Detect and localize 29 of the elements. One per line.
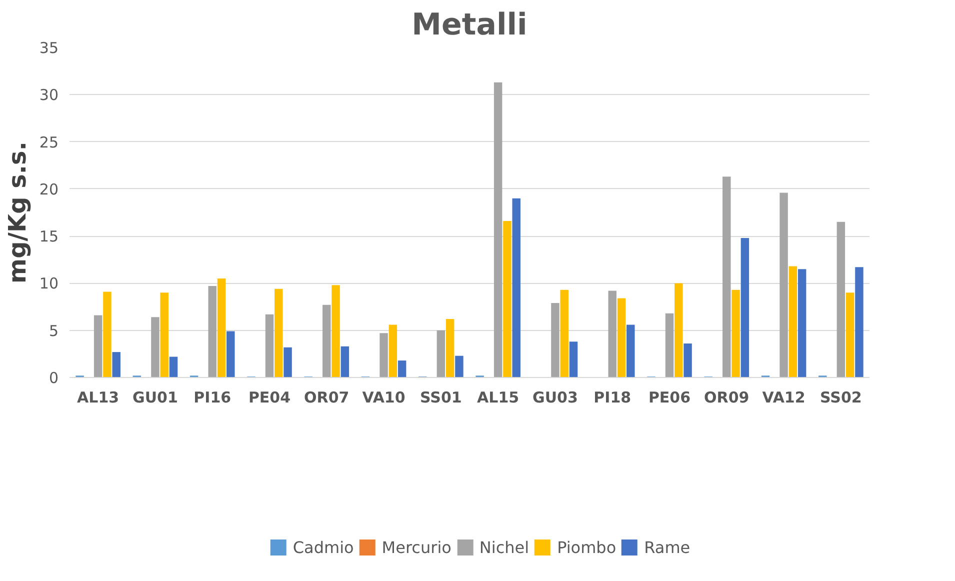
legend-label: Rame <box>644 538 690 557</box>
x-tick-label: VA12 <box>762 388 806 406</box>
x-tick-label: PI18 <box>594 388 632 406</box>
y-axis-title: mg/Kg s.s. <box>3 142 32 284</box>
x-tick-label: SS01 <box>420 388 462 406</box>
y-tick-label: 30 <box>39 86 59 104</box>
x-tick-label: PI16 <box>194 388 232 406</box>
legend-label: Piombo <box>557 538 616 557</box>
y-tick-label: 0 <box>48 369 59 387</box>
x-tick-label: OR07 <box>304 388 350 406</box>
y-tick-label: 10 <box>39 274 59 293</box>
chart-title: Metalli <box>412 8 528 42</box>
y-tick-label: 35 <box>39 39 59 57</box>
legend-label: Mercurio <box>382 538 452 557</box>
legend-label: Nichel <box>479 538 530 557</box>
y-tick-label: 5 <box>48 322 59 340</box>
x-tick-label: OR09 <box>704 388 750 406</box>
x-tick-label: PE04 <box>248 388 291 406</box>
y-tick-label: 15 <box>39 228 59 246</box>
x-tick-label: PE06 <box>648 388 691 406</box>
legend-label: Cadmio <box>292 538 354 557</box>
y-tick-label: 25 <box>39 133 59 152</box>
x-tick-label: AL13 <box>77 388 120 406</box>
x-tick-label: AL15 <box>477 388 520 406</box>
x-tick-label: VA10 <box>362 388 406 406</box>
x-tick-label: SS02 <box>820 388 862 406</box>
y-tick-label: 20 <box>39 180 59 198</box>
x-tick-label: GU01 <box>132 388 178 406</box>
x-tick-label: GU03 <box>532 388 578 406</box>
